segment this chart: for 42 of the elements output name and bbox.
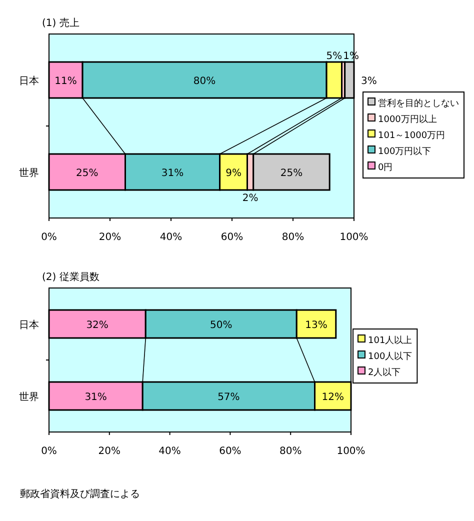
y-tick-label: 世界 [19, 391, 39, 403]
data-label: 12% [322, 392, 344, 403]
data-label: 25% [76, 168, 98, 179]
x-tick-label: 80% [279, 446, 302, 457]
legend-label: 101～1000万円 [378, 131, 446, 141]
y-tick-label: 日本 [19, 319, 39, 331]
data-label: 57% [218, 392, 240, 403]
x-tick-label: 40% [160, 232, 182, 243]
chart-title: (2) 従業員数 [42, 271, 100, 283]
legend-label: 101人以上 [368, 335, 412, 346]
y-tick-label: 世界 [19, 167, 39, 179]
text: 郵政省資料及び調査による [20, 488, 140, 500]
chart-title: (1) 売上 [42, 17, 80, 29]
data-label: 9% [226, 168, 242, 179]
data-label: 13% [305, 320, 328, 331]
x-tick-label: 60% [219, 446, 242, 457]
legend-label: 2人以下 [368, 367, 401, 378]
x-tick-label: 100% [340, 232, 368, 243]
data-label: 3% [361, 76, 377, 87]
legend-label: 1000万円以上 [378, 114, 437, 125]
data-label: 31% [161, 168, 184, 179]
data-label: 80% [193, 76, 216, 87]
data-label: 2% [242, 193, 258, 204]
data-label: 32% [86, 320, 108, 331]
x-tick-label: 0% [41, 446, 57, 457]
data-label: 11% [54, 76, 77, 87]
data-label: 50% [210, 320, 232, 331]
x-tick-label: 100% [336, 446, 366, 457]
data-label: 25% [280, 168, 303, 179]
x-tick-label: 60% [220, 232, 244, 243]
legend-label: 0円 [378, 163, 393, 173]
data-label: 5% [326, 51, 342, 62]
legend-label: 営利を目的としない [378, 98, 459, 109]
data-label: 31% [84, 392, 107, 403]
x-tick-label: 20% [98, 232, 122, 243]
y-tick-label: 日本 [19, 75, 39, 87]
x-tick-label: 80% [282, 232, 304, 243]
x-tick-label: 0% [41, 232, 57, 243]
x-tick-label: 40% [158, 446, 181, 457]
x-tick-label: 20% [98, 446, 121, 457]
legend-label: 100万円以下 [378, 146, 432, 157]
legend-label: 100人以下 [368, 351, 412, 362]
